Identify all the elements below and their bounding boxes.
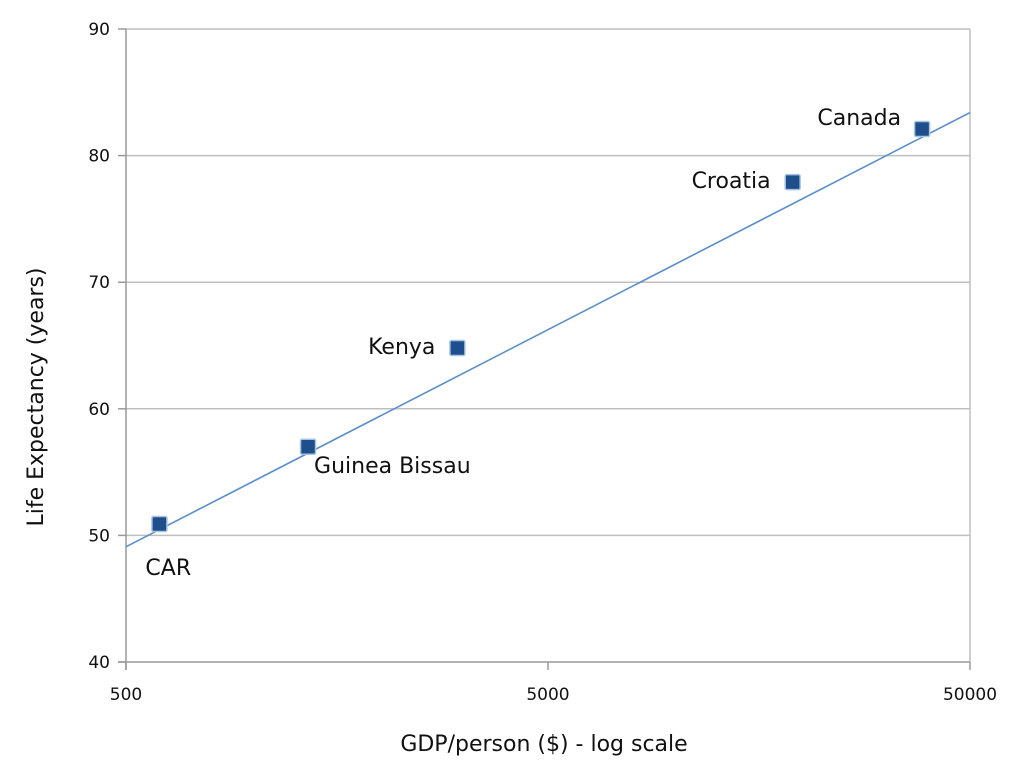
x-axis-title: GDP/person ($) - log scale: [400, 732, 687, 757]
data-point-croatia: [784, 173, 801, 191]
x-tick-label-500: 500: [110, 685, 142, 705]
point-label-guinea-bissau: Guinea Bissau: [314, 454, 471, 479]
point-label-car: CAR: [145, 556, 191, 581]
y-tick-label-70: 70: [88, 273, 110, 293]
y-tick-label-80: 80: [88, 147, 110, 167]
trendline: [125, 111, 971, 548]
y-tick-label-50: 50: [88, 526, 110, 546]
point-label-croatia: Croatia: [692, 169, 771, 194]
data-point-canada: [913, 120, 931, 138]
trendline-layer: [125, 111, 971, 548]
data-point-car: [151, 515, 168, 533]
tick-labels: 40 50 60 70 80 90 500 5000 50000: [88, 20, 997, 705]
y-tick-label-90: 90: [88, 20, 110, 40]
x-tick-label-50000: 50000: [943, 685, 997, 705]
gridlines: [126, 28, 971, 662]
y-axis-title: Life Expectancy (years): [24, 267, 49, 526]
data-point-kenya: [449, 339, 466, 357]
axes: [118, 28, 971, 670]
x-tick-label-5000: 5000: [526, 685, 569, 705]
y-tick-label-40: 40: [88, 653, 110, 673]
data-points: [151, 120, 931, 533]
point-label-kenya: Kenya: [368, 335, 435, 360]
point-labels: CAR Guinea Bissau Kenya Croatia Canada: [145, 106, 901, 581]
data-point-guinea-bissau: [299, 438, 317, 456]
y-tick-label-60: 60: [88, 400, 110, 420]
point-label-canada: Canada: [817, 106, 901, 131]
